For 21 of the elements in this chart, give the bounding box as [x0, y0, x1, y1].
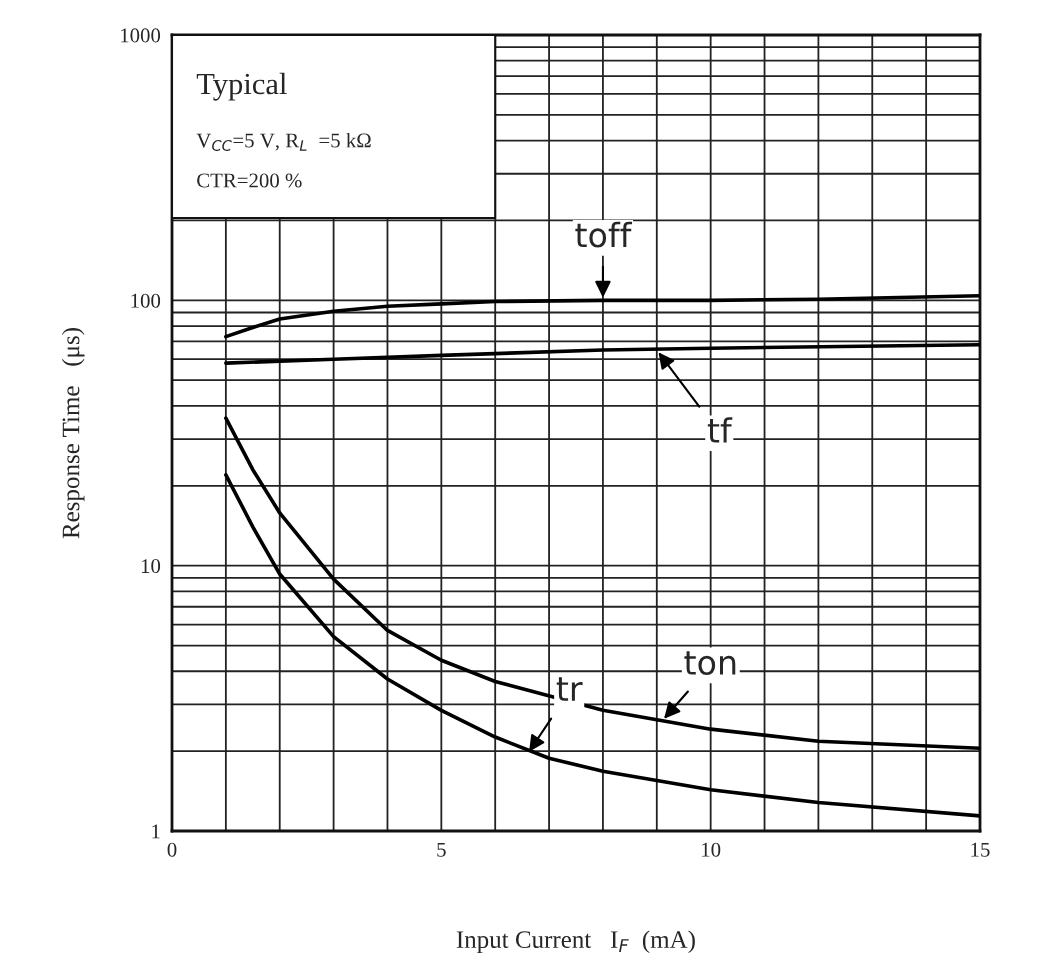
x-tick-label: 5 — [437, 842, 446, 857]
y-tick-label: 10 — [141, 559, 161, 574]
annotation: tr — [556, 677, 583, 701]
line-series — [224, 342, 980, 365]
y-tick-label: 100 — [131, 293, 161, 308]
x-tick-label: 15 — [971, 842, 990, 857]
line-series — [224, 473, 980, 818]
annotation: tf — [707, 417, 733, 443]
annotation: ton — [684, 651, 736, 676]
y-axis-title: Response Time (μs) — [61, 328, 85, 539]
y-tick-label: 1 — [152, 824, 160, 839]
annotation: CTR=200 % — [197, 173, 302, 188]
x-tick-label: 10 — [702, 842, 721, 857]
y-tick-label: 1000 — [121, 28, 161, 43]
x-axis-title: Input Current I$_{F}$ (mA) — [456, 930, 695, 954]
line-series — [224, 294, 980, 339]
annotation: V$_{CC}$=5 V, R$_{L}$ =5 kΩ — [196, 132, 371, 151]
annotation: toff — [575, 221, 633, 248]
line-series — [224, 416, 980, 751]
annotation: Typical — [196, 72, 287, 101]
x-tick-label: 0 — [167, 842, 177, 857]
